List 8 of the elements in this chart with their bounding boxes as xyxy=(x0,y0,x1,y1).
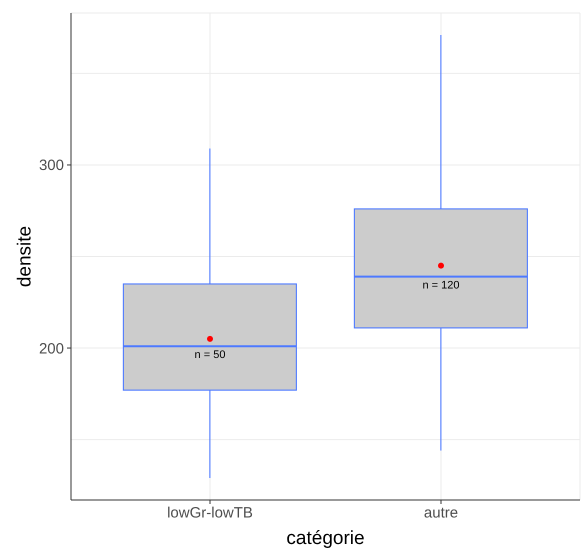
y-axis-title: densite xyxy=(14,226,36,288)
x-tick-label: lowGr-lowTB xyxy=(167,504,253,522)
x-axis-title: catégorie xyxy=(286,528,365,549)
x-tick-label: autre xyxy=(424,504,458,522)
annotation: n = 120 xyxy=(422,279,460,292)
annotation: n = 50 xyxy=(194,349,226,362)
y-tick-label: 200 xyxy=(38,340,64,358)
y-tick-label: 300 xyxy=(38,157,64,174)
